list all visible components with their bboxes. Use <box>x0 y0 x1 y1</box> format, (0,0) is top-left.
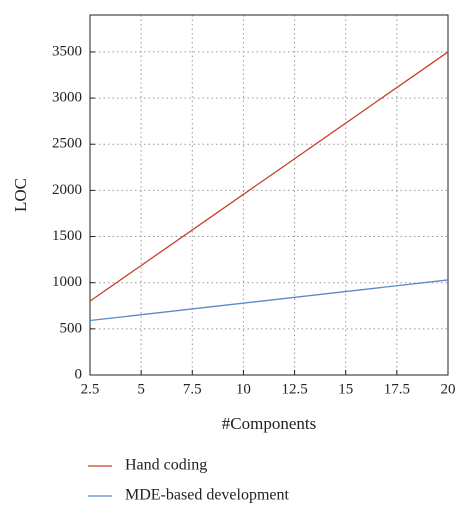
y-tick-label: 0 <box>75 366 83 382</box>
x-tick-label: 5 <box>137 381 145 397</box>
x-tick-label: 10 <box>236 381 251 397</box>
plot-frame <box>89 14 449 376</box>
x-tick-label: 15 <box>338 381 353 397</box>
legend-label: MDE-based development <box>125 487 290 504</box>
y-tick-label: 2500 <box>52 136 82 152</box>
y-tick-label: 1000 <box>52 274 82 290</box>
x-tick-label: 7.5 <box>183 381 202 397</box>
y-axis-label: LOC <box>11 178 30 212</box>
y-tick-label: 3000 <box>52 90 82 106</box>
x-tick-label: 17.5 <box>384 381 410 397</box>
data-line <box>89 51 449 302</box>
y-tick-label: 1500 <box>52 228 82 244</box>
x-tick-label: 2.5 <box>81 381 100 397</box>
x-axis-label: #Components <box>222 414 316 433</box>
y-tick-label: 3500 <box>52 43 82 59</box>
legend-label: Hand coding <box>125 457 207 474</box>
x-tick-label: 20 <box>441 381 456 397</box>
x-tick-label: 12.5 <box>281 381 307 397</box>
data-line <box>89 279 449 322</box>
y-tick-label: 500 <box>60 320 83 336</box>
y-tick-label: 2000 <box>52 182 82 198</box>
